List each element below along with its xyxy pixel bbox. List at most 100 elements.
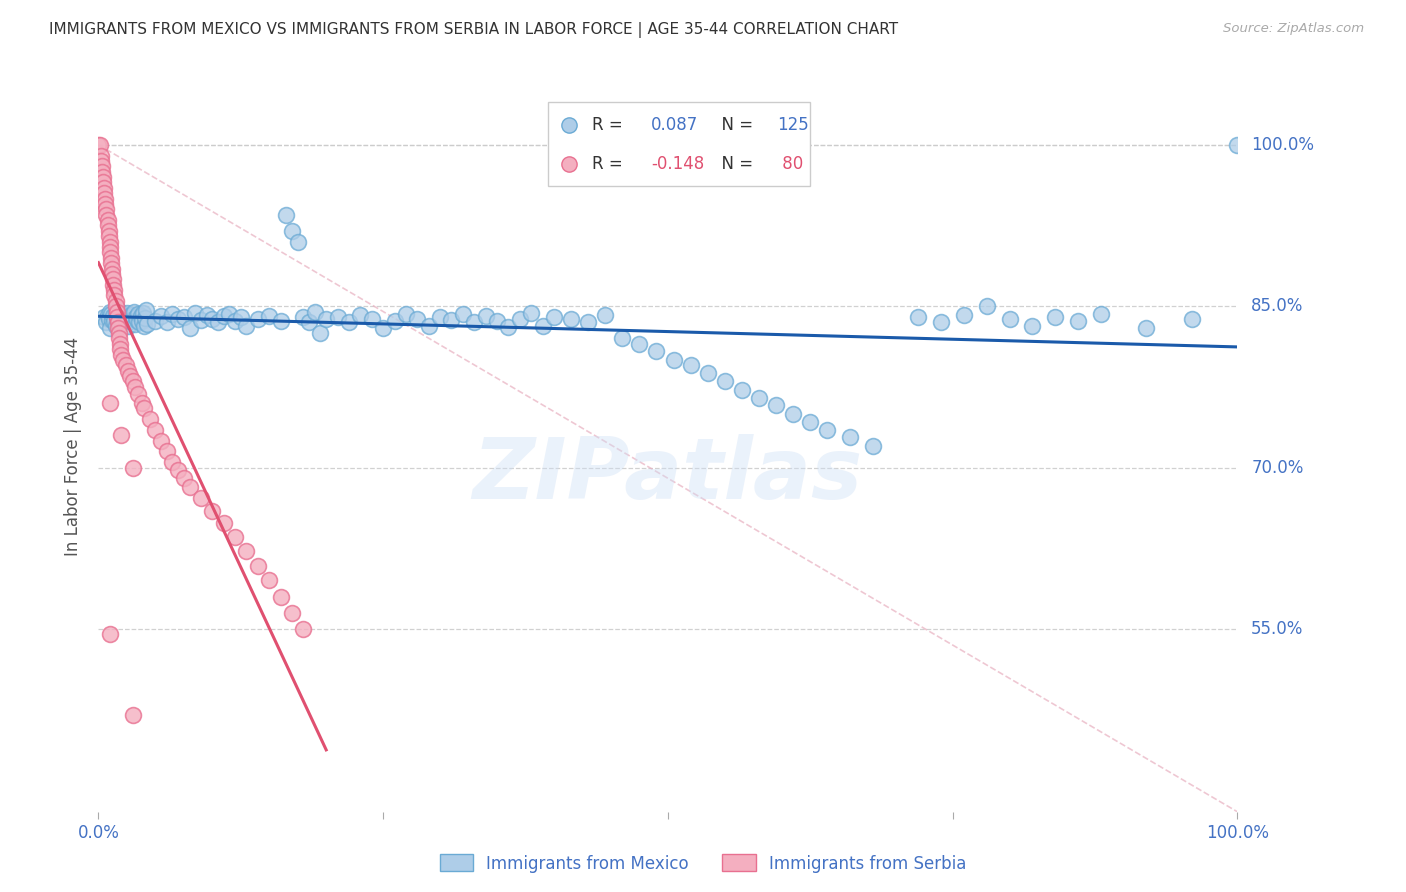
- Point: [97, 312, 120, 326]
- Point: [509, 312, 531, 326]
- Point: [108, 342, 131, 356]
- Text: R =: R =: [592, 116, 627, 134]
- Point: [281, 224, 304, 238]
- Point: [560, 312, 582, 326]
- Text: 70.0%: 70.0%: [1251, 458, 1303, 476]
- Point: [136, 318, 159, 332]
- Point: [101, 267, 124, 281]
- Point: [107, 315, 129, 329]
- Point: [100, 251, 122, 265]
- Legend: Immigrants from Mexico, Immigrants from Serbia: Immigrants from Mexico, Immigrants from …: [433, 847, 973, 880]
- Point: [184, 305, 207, 319]
- Point: [498, 319, 520, 334]
- Point: [292, 310, 315, 324]
- Point: [132, 318, 155, 333]
- Point: [127, 307, 149, 321]
- Point: [145, 423, 167, 437]
- Point: [121, 375, 143, 389]
- Point: [150, 434, 173, 448]
- Point: [326, 310, 349, 324]
- Point: [108, 331, 131, 345]
- Point: [100, 256, 122, 270]
- Text: 55.0%: 55.0%: [1251, 620, 1303, 638]
- Point: [218, 307, 240, 321]
- Point: [862, 439, 884, 453]
- Point: [96, 308, 118, 322]
- Point: [128, 315, 150, 329]
- Point: [98, 235, 121, 249]
- Point: [474, 309, 496, 323]
- Point: [93, 186, 115, 201]
- Point: [103, 309, 125, 323]
- Point: [97, 224, 120, 238]
- Point: [98, 304, 121, 318]
- Text: 100.0%: 100.0%: [1251, 136, 1315, 153]
- Point: [134, 311, 156, 326]
- Point: [103, 283, 125, 297]
- Point: [270, 314, 292, 328]
- Point: [121, 312, 143, 326]
- Point: [765, 398, 787, 412]
- Point: [976, 299, 998, 313]
- Point: [395, 307, 418, 321]
- Point: [117, 364, 139, 378]
- Point: [162, 307, 184, 321]
- Point: [90, 164, 112, 178]
- Point: [162, 455, 184, 469]
- Point: [94, 197, 117, 211]
- Point: [120, 314, 142, 328]
- Point: [576, 315, 599, 329]
- Point: [190, 491, 212, 505]
- Point: [714, 375, 737, 389]
- Point: [520, 305, 543, 319]
- Point: [98, 320, 121, 334]
- Point: [103, 314, 125, 328]
- Point: [201, 312, 224, 326]
- Point: [235, 318, 257, 333]
- Point: [114, 359, 136, 373]
- Point: [1043, 310, 1066, 324]
- Point: [104, 305, 127, 319]
- Point: [612, 331, 634, 345]
- Point: [122, 304, 145, 318]
- Point: [337, 315, 360, 329]
- Point: [112, 315, 135, 329]
- Point: [292, 622, 315, 636]
- Point: [167, 312, 190, 326]
- Text: 85.0%: 85.0%: [1251, 297, 1303, 315]
- Point: [173, 471, 195, 485]
- Text: 80: 80: [778, 154, 803, 173]
- Text: 0.087: 0.087: [651, 116, 697, 134]
- Point: [90, 148, 112, 162]
- Point: [440, 313, 463, 327]
- Point: [108, 326, 131, 340]
- Point: [281, 606, 304, 620]
- Point: [114, 313, 136, 327]
- Text: 125: 125: [778, 116, 808, 134]
- Point: [224, 314, 246, 328]
- Point: [103, 288, 125, 302]
- Point: [117, 318, 139, 333]
- Point: [815, 423, 838, 437]
- Point: [259, 574, 281, 588]
- Point: [1181, 312, 1204, 326]
- Point: [124, 318, 146, 332]
- Point: [276, 208, 298, 222]
- Point: [100, 307, 122, 321]
- Point: [929, 315, 952, 329]
- Point: [246, 559, 269, 574]
- Point: [531, 318, 554, 333]
- Point: [124, 380, 146, 394]
- Point: [131, 314, 153, 328]
- Point: [304, 304, 326, 318]
- Point: [259, 309, 281, 323]
- Point: [486, 314, 509, 328]
- Point: [212, 516, 235, 531]
- Point: [1226, 137, 1249, 152]
- Point: [103, 272, 125, 286]
- Point: [131, 396, 153, 410]
- Point: [101, 261, 124, 276]
- Point: [1090, 307, 1112, 321]
- Point: [93, 310, 115, 324]
- Point: [371, 320, 394, 334]
